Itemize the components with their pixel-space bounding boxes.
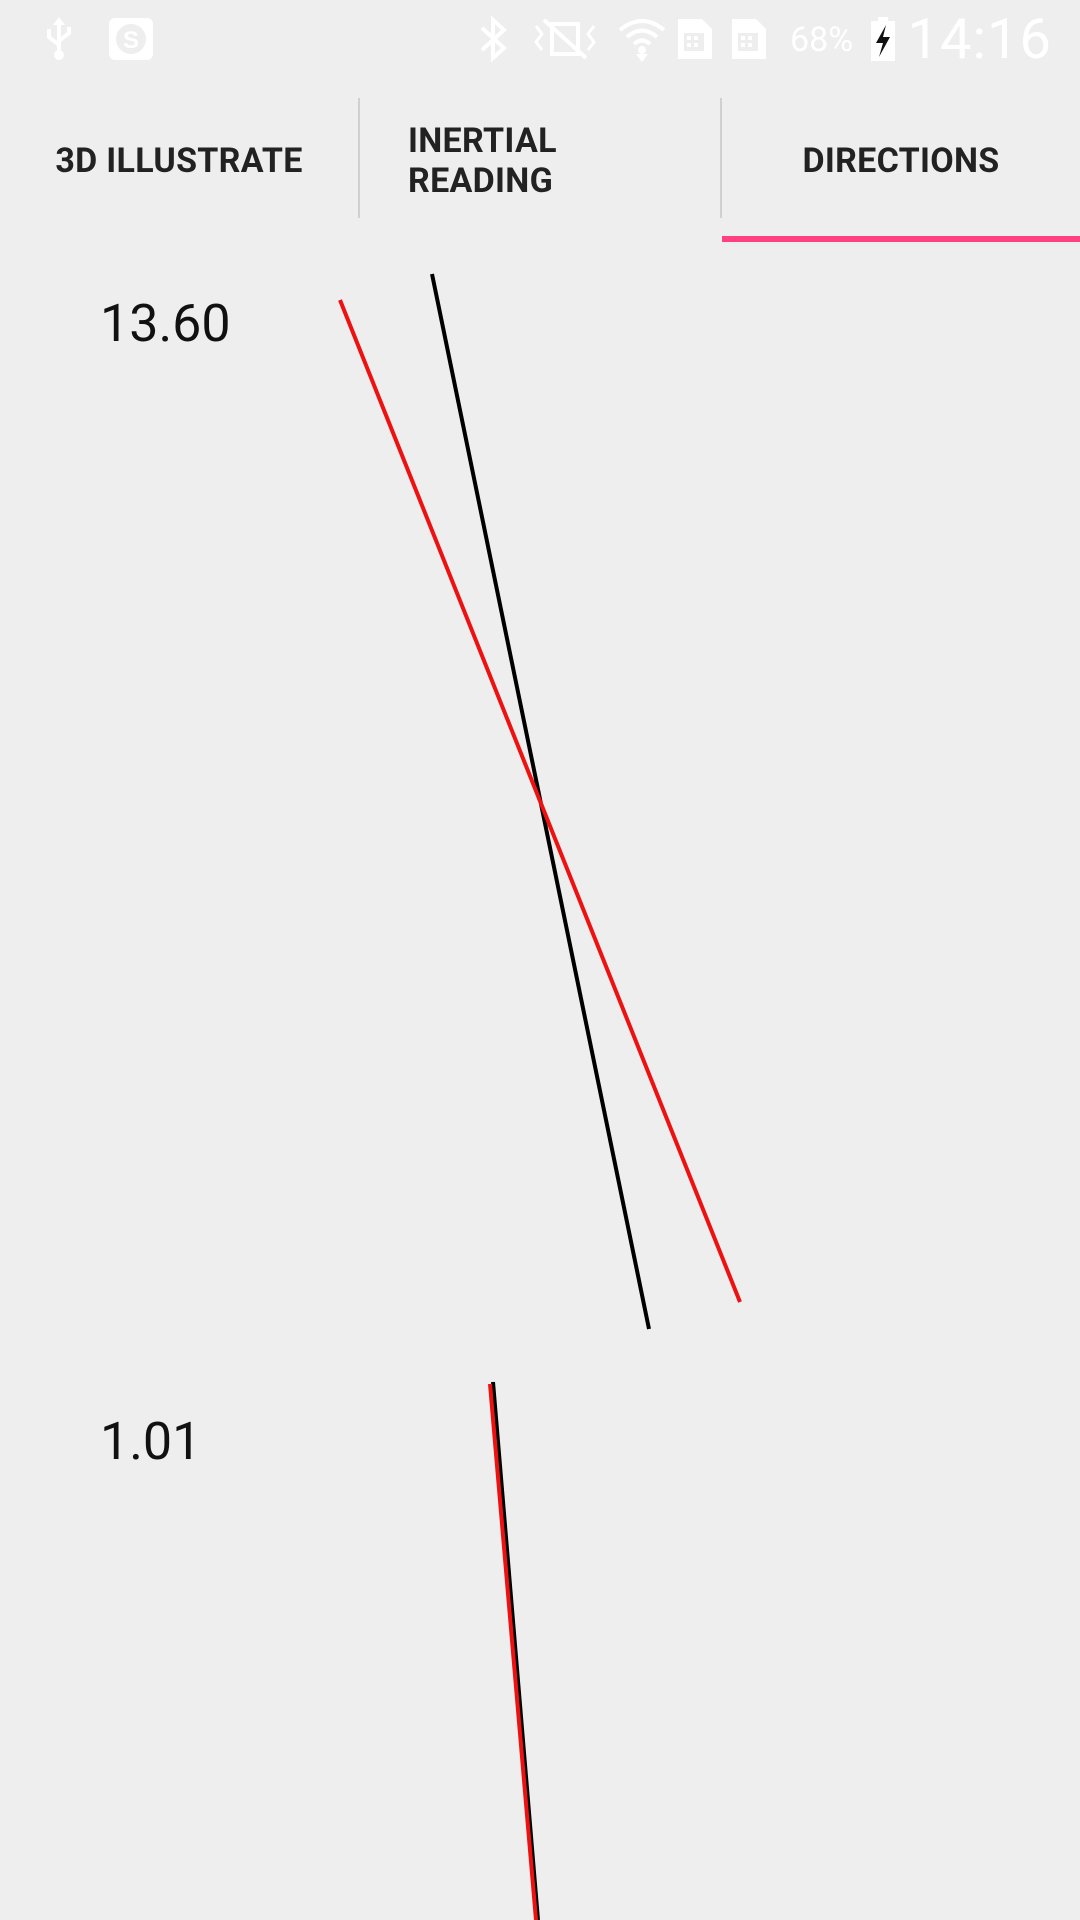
skype-icon: S — [104, 0, 158, 78]
tab-label: INERTIAL READING — [408, 121, 557, 201]
bottom-black-direction-line — [491, 1381, 540, 1920]
sim2-icon — [726, 0, 772, 78]
direction-lines-canvas — [338, 273, 742, 1920]
tab-selected-indicator — [722, 236, 1080, 242]
battery-charging-icon — [866, 0, 900, 78]
clock: 14:16 — [907, 6, 1052, 72]
status-bar: S — [0, 0, 1080, 78]
top-red-direction-line — [338, 299, 742, 1303]
tab-divider — [720, 98, 722, 218]
tab-directions[interactable]: DIRECTIONS — [722, 78, 1080, 244]
sim1-icon — [672, 0, 718, 78]
usb-icon — [36, 0, 82, 78]
bluetooth-icon — [474, 0, 512, 78]
bottom-red-direction-line — [488, 1383, 538, 1920]
directions-view: 13.60 1.01 — [0, 244, 1080, 1920]
wifi-icon — [614, 0, 670, 78]
tab-divider — [358, 98, 360, 218]
vibrate-mute-icon — [528, 0, 602, 78]
tab-label: 3D ILLUSTRATE — [55, 141, 303, 181]
battery-percent: 68% — [790, 20, 854, 60]
tab-3d-illustrate[interactable]: 3D ILLUSTRATE — [0, 78, 358, 244]
svg-text:S: S — [123, 27, 139, 54]
tab-label: DIRECTIONS — [802, 141, 1000, 181]
top-reading-value: 13.60 — [100, 293, 231, 354]
bottom-reading-value: 1.01 — [100, 1411, 202, 1472]
tab-bar: 3D ILLUSTRATE INERTIAL READING DIRECTION… — [0, 78, 1080, 244]
tab-inertial-reading[interactable]: INERTIAL READING — [360, 78, 720, 244]
